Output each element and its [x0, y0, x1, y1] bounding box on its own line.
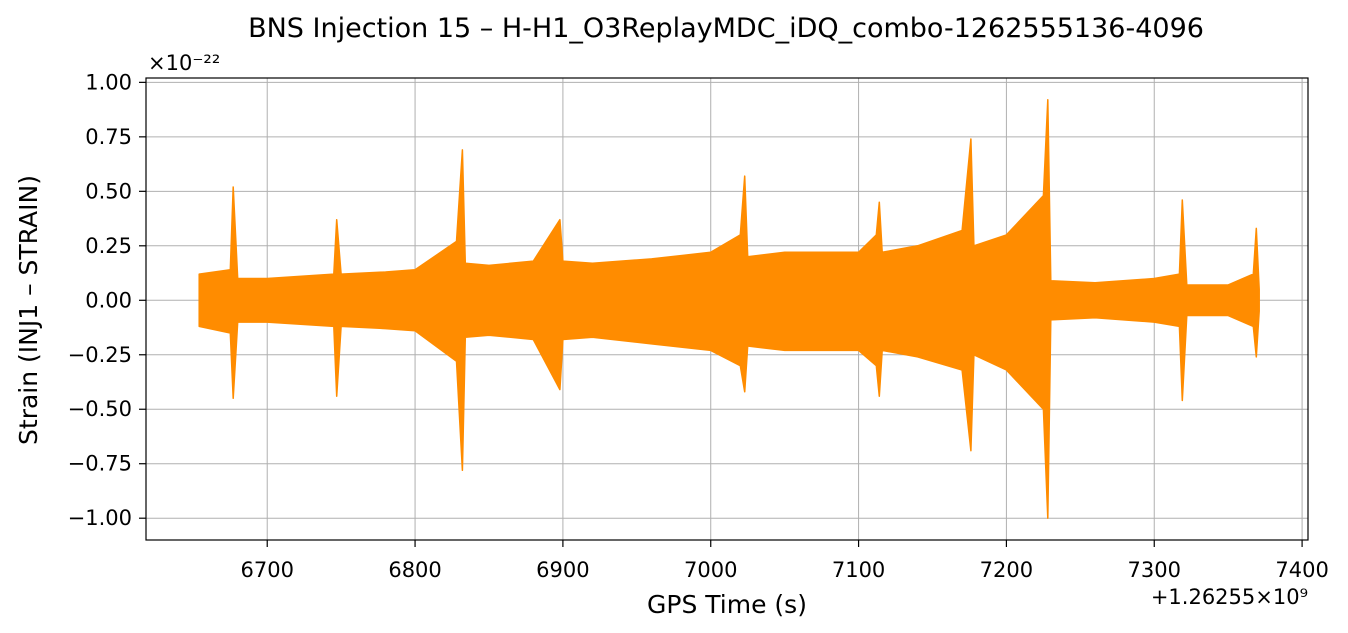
y-tick-label: 0.25: [85, 234, 132, 258]
x-tick-label: 7000: [684, 558, 737, 582]
x-tick-label: 6800: [388, 558, 441, 582]
y-tick-label: −1.00: [68, 506, 132, 530]
y-tick-label: 0.50: [85, 179, 132, 203]
y-scale-label: ×10⁻²²: [148, 51, 220, 75]
x-axis: 6700 6800 6900 7000 7100 7200 7300 7400: [240, 540, 1329, 582]
chart-title: BNS Injection 15 – H-H1_O3ReplayMDC_iDQ_…: [248, 13, 1204, 44]
y-tick-label: −0.50: [68, 397, 132, 421]
x-tick-label: 7100: [832, 558, 885, 582]
y-tick-label: 0.75: [85, 125, 132, 149]
x-tick-label: 6900: [536, 558, 589, 582]
x-offset-label: +1.26255×10⁹: [1151, 585, 1308, 609]
y-axis: 1.00 0.75 0.50 0.25 0.00 −0.25 −0.50 −0.75 −1.00: [68, 70, 146, 530]
strain-series-envelope: [198, 99, 1260, 519]
y-axis-label: Strain (INJ1 – STRAIN): [14, 175, 43, 445]
y-tick-label: −0.75: [68, 452, 132, 476]
x-tick-label: 6700: [240, 558, 293, 582]
plot-frame: [145, 77, 1309, 541]
y-tick-label: 0.00: [85, 288, 132, 312]
data-series: [198, 99, 1260, 519]
x-tick-label: 7400: [1275, 558, 1328, 582]
x-tick-label: 7200: [980, 558, 1033, 582]
x-axis-label: GPS Time (s): [647, 590, 807, 619]
y-tick-label: −0.25: [68, 343, 132, 367]
y-tick-label: 1.00: [85, 70, 132, 94]
x-tick-label: 7300: [1128, 558, 1181, 582]
